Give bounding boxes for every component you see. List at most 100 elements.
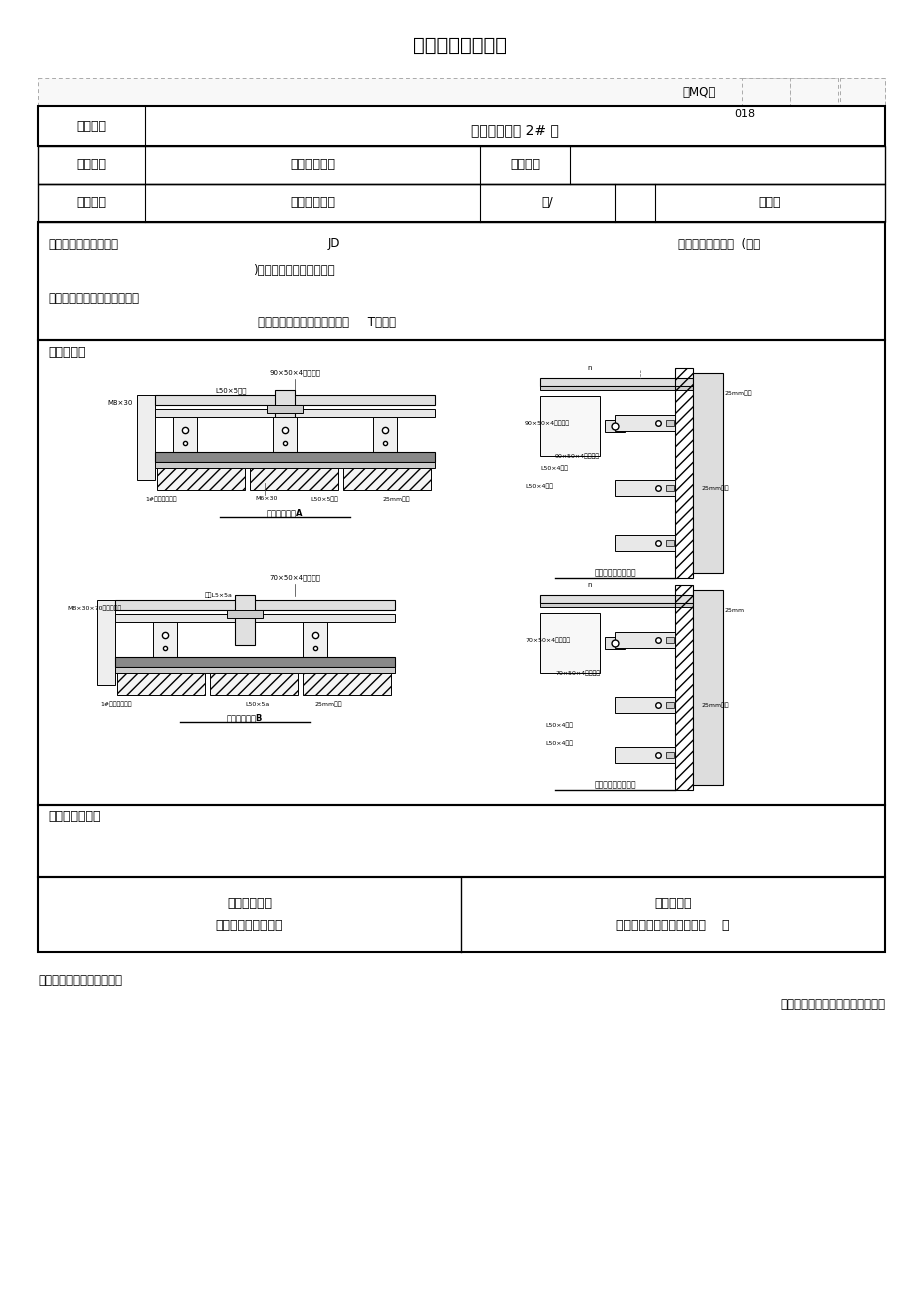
Text: 鲁MQ－: 鲁MQ－ [681,86,715,99]
Text: 1#横梁临时固定: 1#横梁临时固定 [100,701,131,706]
Text: JD: JD [328,237,340,250]
Bar [153,622,176,657]
Text: 北立面: 北立面 [758,197,780,210]
Bar [154,409,435,417]
Text: 25mm垫板: 25mm垫板 [314,701,342,706]
Bar [157,468,244,490]
Bar [614,632,675,648]
Bar [614,697,675,713]
Text: 注：本表由施工单位填写。: 注：本表由施工单位填写。 [38,973,122,986]
Text: 施工单位项目: 施工单位项目 [227,896,272,909]
Text: 矩形钢管、不锈钢螺栓、角钢     T型挂件: 矩形钢管、不锈钢螺栓、角钢 T型挂件 [257,315,395,328]
Text: L50×4横梁: L50×4横梁 [544,722,573,728]
Bar [742,78,789,106]
Text: 商业区北立面: 商业区北立面 [289,197,335,210]
Bar [614,536,675,551]
Bar [115,614,394,622]
Bar [665,420,674,426]
Text: 角钢L5×5a: 角钢L5×5a [205,592,233,598]
Text: 石材幕墙竖向节点图: 石材幕墙竖向节点图 [594,780,635,790]
Bar [38,106,884,146]
Text: 隐检依据：施工图图号: 隐检依据：施工图图号 [48,237,118,250]
Text: n: n [587,365,592,371]
Text: 25mm垫板: 25mm垫板 [382,496,410,502]
Text: L50×5角钢: L50×5角钢 [310,496,337,502]
Bar [665,485,674,491]
Bar [539,612,599,674]
Text: M8×30×70翼固定螺栓: M8×30×70翼固定螺栓 [67,605,121,611]
Bar [539,603,720,607]
Bar [154,395,435,405]
Text: 检查验收意见：: 检查验收意见： [48,810,100,823]
Text: )及有关国家现行标准等。: )及有关国家现行标准等。 [253,263,335,276]
Text: L50×4横梁: L50×4横梁 [539,465,567,470]
Bar [38,340,884,805]
Bar [96,599,115,685]
Bar [302,622,326,657]
Bar [539,386,720,390]
Bar [692,590,722,784]
Bar [665,702,674,708]
Text: 主要材料名称及规格、型号：: 主要材料名称及规格、型号： [48,292,139,305]
Text: 018: 018 [733,109,754,119]
Text: 90×50×4角钢横梁: 90×50×4角钢横梁 [269,370,320,377]
Bar [117,674,205,694]
Text: 90×50×4角钢横梁: 90×50×4角钢横梁 [525,420,570,426]
Bar [605,420,624,433]
Text: L50×4横梁: L50×4横梁 [544,740,573,745]
Bar [38,146,884,184]
Bar [665,637,674,642]
Bar [665,752,674,758]
Text: 隐检部位: 隐检部位 [76,197,107,210]
Text: 隐检日期: 隐检日期 [509,159,539,172]
Text: 70×50×4角钢横梁: 70×50×4角钢横梁 [525,637,570,642]
Text: 隐蔽工程验收记录: 隐蔽工程验收记录 [413,35,506,55]
Text: ，设计变更／洽商  (编号: ，设计变更／洽商 (编号 [677,237,759,250]
Bar [665,539,674,546]
Text: 70×50×4角钢横梁: 70×50×4角钢横梁 [269,575,320,581]
Bar [372,417,397,452]
Text: （专业）技术负责人: （专业）技术负责人 [216,919,283,932]
Bar [38,805,884,877]
Bar [302,674,391,694]
Text: 隐检项目: 隐检项目 [76,159,107,172]
Bar [250,468,337,490]
Bar [343,468,430,490]
Text: 1#横梁临时固定: 1#横梁临时固定 [145,496,176,502]
Bar [38,222,884,340]
Text: M6×30: M6×30 [255,496,277,502]
Text: 石材幕墙横向B: 石材幕墙横向B [227,714,263,722]
Text: 层/: 层/ [541,197,552,210]
Bar [173,417,197,452]
Bar [234,595,255,645]
Text: 山东省建设工程质量监督总站监制: 山东省建设工程质量监督总站监制 [779,998,884,1011]
Text: 石材幕墙龙骨: 石材幕墙龙骨 [289,159,335,172]
Bar [267,405,302,413]
Text: 25mm垫板: 25mm垫板 [724,390,752,396]
Bar [115,599,394,610]
Bar [675,585,692,790]
Text: 石材幕墙横向A: 石材幕墙横向A [267,508,303,517]
Bar [539,396,599,456]
Bar [275,390,295,440]
Bar [227,610,263,618]
Bar [38,877,884,952]
Text: 石材幕墙竖向节点图: 石材幕墙竖向节点图 [594,568,635,577]
Bar [614,480,675,496]
Bar [789,78,837,106]
Bar [675,367,692,579]
Text: 工程名称: 工程名称 [76,120,107,133]
Text: 舜奥嘉园南区 2# 楼: 舜奥嘉园南区 2# 楼 [471,122,559,137]
Text: 25mm: 25mm [724,607,744,612]
Bar [605,637,624,649]
Bar [115,657,394,667]
Bar [137,395,154,480]
Text: L50×5横梁: L50×5横梁 [215,388,246,395]
Text: L50×4横梁: L50×4横梁 [525,483,552,489]
Text: 70×50×4角钢横梁: 70×50×4角钢横梁 [554,670,599,676]
Bar [614,747,675,764]
Bar [692,373,722,573]
Bar [154,452,435,463]
Text: 25mm垫板: 25mm垫板 [701,702,729,708]
Bar [210,674,298,694]
